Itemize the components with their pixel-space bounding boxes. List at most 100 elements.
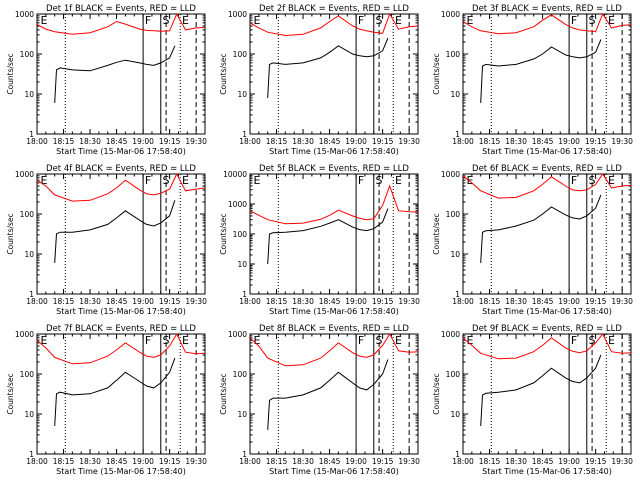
plot-frame [36,173,206,295]
series-line [480,39,602,103]
event-marker-label: E [608,14,615,27]
y-tick-label: 100 [20,370,35,379]
detector-panel-4: Det 4f BLACK = Events, RED = LLD 1 10 100 10… [6,164,207,316]
x-tick-label: 19:15 [159,457,181,466]
x-tick-label: 18:15 [479,137,501,146]
plot-frame [462,13,632,135]
series-line [54,357,176,427]
detector-panel-1: Det 1f BLACK = Events, RED = LLD 1 10 100 10… [6,4,207,156]
x-tick-label: 19:00 [345,457,367,466]
x-tick-label: 19:30 [398,457,420,466]
x-tick-label: 18:45 [532,297,554,306]
event-marker-label: E [467,14,474,27]
y-tick-label: 10 [450,90,460,99]
y-tick-label: 10 [237,260,247,269]
panel-title: Det 4f BLACK = Events, RED = LLD [46,164,196,174]
event-marker-label: S [376,14,383,27]
panel-title: Det 9f BLACK = Events, RED = LLD [472,324,622,334]
x-tick-label: 18:15 [479,297,501,306]
x-tick-label: 19:00 [558,137,580,146]
series-line [249,332,419,367]
x-tick-label: 19:00 [132,297,154,306]
y-axis-label: Counts/sec [432,213,441,254]
x-tick-label: 19:00 [132,457,154,466]
event-marker-label: F [358,14,364,27]
event-marker-label: E [254,174,261,187]
y-tick-label: 1000 [15,10,34,19]
event-marker-label: E [182,174,189,187]
y-tick-label: 1 [455,290,460,299]
y-tick-label: 1 [242,130,247,139]
event-marker-label: E [395,14,402,27]
x-tick-label: 18:45 [319,297,341,306]
event-marker-label: F [571,334,577,347]
y-axis-label: Counts/sec [219,213,228,254]
event-marker-label: E [254,14,261,27]
x-tick-label: 19:15 [372,137,394,146]
y-axis-label: Counts/sec [6,373,15,414]
detector-panel-2: Det 2f BLACK = Events, RED = LLD 1 10 100 10… [219,4,420,156]
y-tick-label: 1 [29,130,34,139]
series-line [480,194,602,263]
event-marker-label: F [358,174,364,187]
event-marker-label: E [254,334,261,347]
series-line [36,172,206,202]
x-axis-label: Start Time (15-Mar-06 17:58:40) [482,467,612,476]
event-marker-label: F [145,14,151,27]
x-tick-label: 18:30 [79,137,101,146]
y-axis-label: Counts/sec [432,53,441,94]
x-tick-label: 19:30 [398,297,420,306]
series-line [249,12,419,37]
y-tick-label: 100 [20,210,35,219]
plot-frame [462,173,632,295]
event-marker-label: E [395,334,402,347]
x-tick-label: 18:00 [239,137,261,146]
event-marker-label: F [358,334,364,347]
y-axis-label: Counts/sec [219,53,228,94]
series-line [267,208,389,265]
x-tick-label: 18:30 [79,297,101,306]
y-tick-label: 1000 [15,170,34,179]
x-tick-label: 19:15 [372,297,394,306]
x-axis-label: Start Time (15-Mar-06 17:58:40) [269,147,399,156]
y-tick-label: 10 [24,90,34,99]
x-tick-label: 19:15 [585,137,607,146]
plot-frame [36,333,206,455]
x-tick-label: 18:15 [53,297,75,306]
event-marker-label: F [145,174,151,187]
series-line [267,37,389,98]
panel-title: Det 1f BLACK = Events, RED = LLD [46,4,196,14]
series-line [462,12,632,35]
x-tick-label: 18:00 [239,457,261,466]
x-tick-label: 18:45 [106,297,128,306]
x-tick-label: 18:30 [505,137,527,146]
y-tick-label: 1 [29,290,34,299]
plot-frame [36,13,206,135]
x-axis-label: Start Time (15-Mar-06 17:58:40) [482,147,612,156]
panel-title: Det 6f BLACK = Events, RED = LLD [472,164,622,174]
y-tick-label: 1 [455,130,460,139]
y-tick-label: 100 [233,230,248,239]
x-tick-label: 18:30 [79,457,101,466]
x-tick-label: 18:30 [292,137,314,146]
event-marker-label: S [376,174,383,187]
y-tick-label: 1000 [441,330,460,339]
x-tick-label: 19:30 [611,457,633,466]
y-tick-label: 1000 [15,330,34,339]
x-tick-label: 19:30 [611,137,633,146]
y-tick-label: 10 [237,90,247,99]
event-marker-label: F [571,174,577,187]
event-marker-label: S [163,334,170,347]
x-tick-label: 18:00 [26,297,48,306]
series-line [267,359,389,430]
y-tick-label: 100 [233,370,248,379]
y-tick-label: 1 [242,290,247,299]
y-tick-label: 10 [237,410,247,419]
event-marker-label: E [41,14,48,27]
x-axis-label: Start Time (15-Mar-06 17:58:40) [269,307,399,316]
x-tick-label: 19:30 [611,297,633,306]
x-axis-label: Start Time (15-Mar-06 17:58:40) [56,307,186,316]
series-line [36,12,206,35]
x-tick-label: 18:15 [479,457,501,466]
x-tick-label: 19:00 [558,297,580,306]
